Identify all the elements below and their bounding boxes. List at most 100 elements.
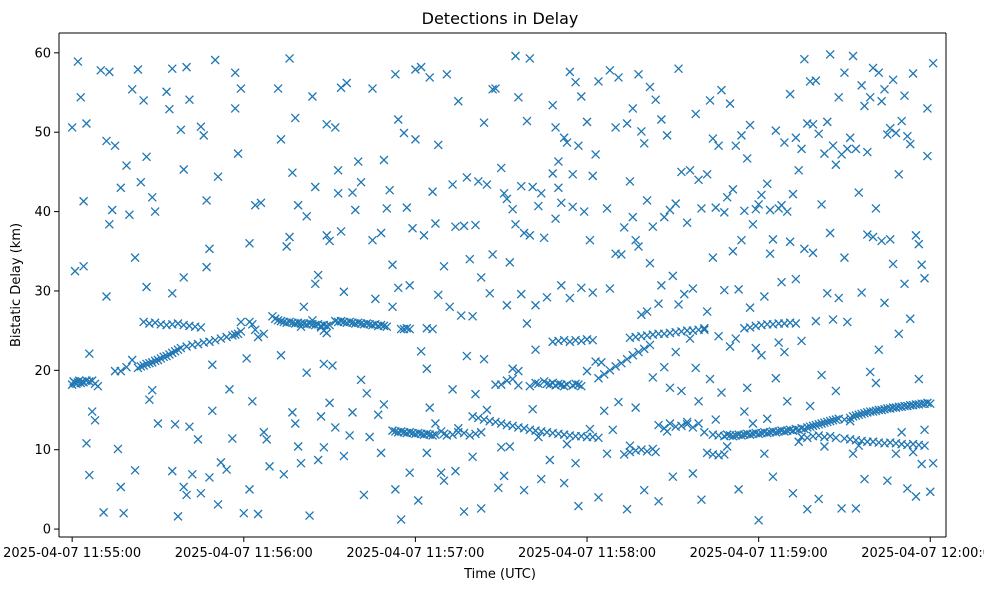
data-point: [348, 407, 357, 417]
data-point: [831, 160, 841, 170]
data-point: [911, 230, 921, 240]
data-point: [839, 68, 849, 78]
data-point: [728, 431, 738, 441]
data-point: [757, 350, 766, 360]
data-point: [771, 126, 781, 136]
data-point: [871, 378, 881, 388]
data-point: [496, 419, 506, 428]
data-point: [276, 134, 286, 144]
data-point: [682, 419, 692, 429]
data-point: [239, 508, 249, 518]
data-point: [728, 184, 738, 194]
data-point: [159, 352, 169, 362]
data-point: [917, 260, 927, 270]
data-point: [322, 230, 332, 240]
data-point: [548, 169, 558, 178]
data-point: [273, 84, 283, 94]
data-point: [333, 188, 343, 198]
data-point: [817, 370, 827, 380]
data-point: [236, 317, 246, 327]
data-point: [79, 196, 89, 206]
data-point: [854, 188, 864, 197]
data-point: [868, 63, 878, 73]
data-point: [699, 427, 709, 437]
data-point: [594, 76, 603, 86]
data-point: [233, 149, 243, 159]
data-point: [854, 441, 864, 451]
data-point: [802, 423, 812, 432]
data-point: [556, 280, 566, 290]
data-point: [565, 293, 575, 303]
data-point: [167, 288, 177, 298]
data-point: [662, 130, 672, 140]
data-point: [614, 72, 623, 82]
data-point: [405, 427, 415, 437]
x-tick-label: 2025-04-07 11:56:00: [175, 546, 313, 561]
data-point: [634, 69, 643, 79]
data-point: [639, 485, 649, 495]
data-point: [445, 302, 455, 312]
data-point: [276, 350, 286, 360]
data-point: [914, 374, 924, 384]
data-point: [628, 212, 638, 222]
data-point: [227, 434, 237, 444]
data-point: [894, 169, 904, 179]
data-point: [313, 455, 323, 465]
data-point: [645, 258, 655, 268]
data-point: [782, 207, 792, 217]
data-point: [316, 411, 326, 421]
data-point: [568, 202, 578, 212]
data-point: [491, 84, 500, 94]
data-point: [559, 335, 569, 345]
data-point: [150, 356, 160, 366]
data-point: [245, 238, 254, 248]
data-point: [348, 188, 357, 197]
y-tick-label: 60: [34, 46, 51, 61]
data-point: [553, 183, 563, 193]
data-point: [771, 427, 781, 437]
data-point: [731, 334, 741, 344]
data-point: [230, 330, 240, 340]
data-point: [84, 376, 94, 386]
data-point: [851, 503, 861, 513]
data-point: [336, 83, 346, 93]
data-point: [860, 408, 869, 418]
axes: [58, 32, 947, 538]
data-point: [388, 426, 397, 436]
data-point: [256, 198, 266, 208]
data-point: [396, 515, 406, 524]
data-point: [920, 273, 930, 283]
data-point: [691, 109, 701, 119]
data-point: [819, 418, 829, 428]
data-point: [654, 299, 663, 309]
data-point: [679, 289, 689, 299]
data-point: [759, 292, 769, 301]
data-point: [594, 492, 603, 502]
data-point: [614, 397, 623, 407]
data-point: [164, 104, 174, 114]
data-point: [831, 433, 841, 443]
data-point: [748, 219, 758, 229]
data-point: [745, 303, 755, 313]
data-point: [471, 220, 480, 230]
data-point: [496, 163, 506, 173]
data-point: [654, 420, 663, 430]
data-point: [313, 270, 323, 280]
data-point: [622, 504, 632, 514]
data-point: [236, 326, 246, 336]
data-point: [871, 203, 881, 213]
data-point: [731, 141, 741, 151]
data-point: [293, 200, 303, 210]
data-point: [353, 318, 363, 328]
data-point: [759, 449, 769, 459]
data-point: [808, 119, 818, 129]
data-point: [708, 134, 718, 144]
data-point: [513, 92, 523, 102]
data-point: [576, 381, 586, 391]
data-point: [193, 434, 203, 444]
data-point: [765, 249, 775, 259]
data-point: [81, 438, 91, 448]
y-tick-label: 40: [34, 205, 51, 220]
data-point: [513, 366, 523, 376]
data-point: [699, 325, 709, 335]
